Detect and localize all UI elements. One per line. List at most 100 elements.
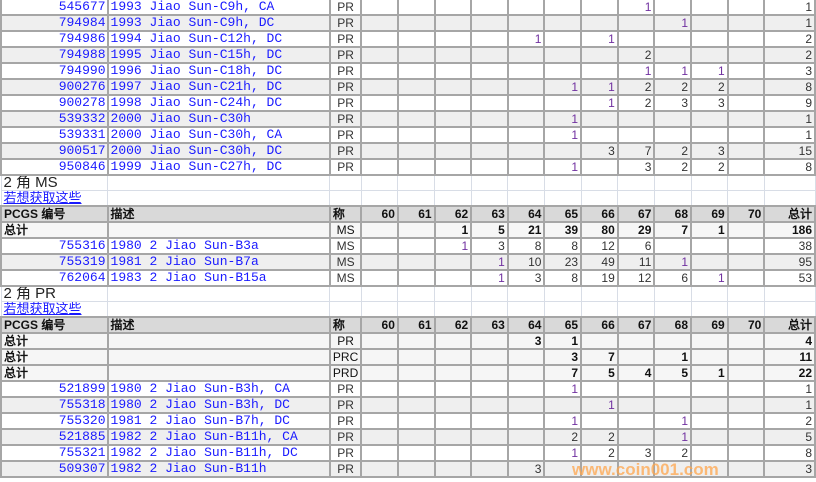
grade-63-count: 1 xyxy=(470,253,509,271)
grade-70-total xyxy=(726,348,766,366)
pcgs-number-link[interactable]: 755321 xyxy=(0,444,109,462)
grade-type: PR xyxy=(328,158,363,176)
empty-cell xyxy=(397,190,436,207)
row-total: 1 xyxy=(763,110,816,128)
description-link[interactable]: 1981 2 Jiao Sun-B7a xyxy=(106,253,331,271)
grade-61-count xyxy=(396,380,436,398)
description-link[interactable]: 1980 2 Jiao Sun-B3h, DC xyxy=(106,396,331,414)
empty-cell xyxy=(360,301,399,318)
header-grade-67: 67 xyxy=(616,205,656,223)
grade-70-total xyxy=(726,332,766,350)
grade-64-count: 10 xyxy=(506,253,546,271)
section-link-row: 若想获取这些 xyxy=(0,301,816,318)
pcgs-number-link[interactable]: 950846 xyxy=(0,158,109,176)
description-link[interactable]: 1996 Jiao Sun-C18h, DC xyxy=(106,62,331,80)
grade-67-count: 2 xyxy=(616,46,656,64)
pcgs-number-link[interactable]: 539331 xyxy=(0,126,109,144)
pcgs-number-link[interactable]: 509307 xyxy=(0,460,109,478)
grade-62-count xyxy=(433,444,473,462)
grade-type: PR xyxy=(328,380,363,398)
grade-65-count xyxy=(543,460,583,478)
pcgs-number-link[interactable]: 539332 xyxy=(0,110,109,128)
empty-cell xyxy=(329,174,362,191)
description-link[interactable]: 1982 2 Jiao Sun-B11h, DC xyxy=(106,444,331,462)
description-link[interactable]: 2000 Jiao Sun-C30h, CA xyxy=(106,126,331,144)
description-link[interactable]: 2000 Jiao Sun-C30h, DC xyxy=(106,142,331,160)
grade-67-count xyxy=(616,126,656,144)
row-total: 1 xyxy=(763,396,816,414)
description-link[interactable]: 1993 Jiao Sun-C9h, CA xyxy=(106,0,331,16)
grade-61-count xyxy=(396,444,436,462)
grade-70-count xyxy=(726,444,766,462)
row-total: 1 xyxy=(763,14,816,32)
pcgs-number-link[interactable]: 900517 xyxy=(0,142,109,160)
grade-66-total: 7 xyxy=(580,348,619,366)
pcgs-number-link[interactable]: 755318 xyxy=(0,396,109,414)
grade-63-count: 1 xyxy=(470,269,509,287)
grade-64-total xyxy=(506,348,546,366)
header-grade-62: 62 xyxy=(433,316,473,334)
description-link[interactable]: 1995 Jiao Sun-C15h, DC xyxy=(106,46,331,64)
grade-type: PR xyxy=(328,94,363,112)
description-link[interactable]: 2000 Jiao Sun-C30h xyxy=(106,110,331,128)
table-row: 794988 1995 Jiao Sun-C15h, DC PR 2 2 xyxy=(0,46,816,64)
grade-69-total xyxy=(690,348,729,366)
pcgs-number-link[interactable]: 755316 xyxy=(0,237,109,255)
pcgs-number-link[interactable]: 762064 xyxy=(0,269,109,287)
grade-type: MS xyxy=(328,221,363,239)
grand-total: 186 xyxy=(763,221,816,239)
grade-63-count xyxy=(470,78,509,96)
empty-cell xyxy=(470,285,509,302)
grade-65-count: 1 xyxy=(543,126,583,144)
header-grade-70: 70 xyxy=(726,316,766,334)
pcgs-number-link[interactable]: 755320 xyxy=(0,412,109,430)
grade-64-count xyxy=(506,46,546,64)
grade-66-count xyxy=(580,46,619,64)
empty-cell xyxy=(106,221,331,239)
grade-64-count xyxy=(506,158,546,176)
grade-62-count xyxy=(433,428,473,446)
grade-type: PR xyxy=(328,110,363,128)
grade-type: PR xyxy=(328,396,363,414)
grade-70-count xyxy=(726,78,766,96)
pcgs-number-link[interactable]: 900276 xyxy=(0,78,109,96)
empty-cell xyxy=(107,174,331,191)
table-row: 950846 1999 Jiao Sun-C27h, DC PR 1 3 2 2 8 xyxy=(0,158,816,176)
get-these-link[interactable]: 若想获取这些 xyxy=(0,190,109,207)
description-link[interactable]: 1983 2 Jiao Sun-B15a xyxy=(106,269,331,287)
description-link[interactable]: 1980 2 Jiao Sun-B3h, CA xyxy=(106,380,331,398)
grade-70-count xyxy=(726,412,766,430)
pcgs-number-link[interactable]: 794988 xyxy=(0,46,109,64)
grade-70-count xyxy=(726,0,766,16)
pcgs-number-link[interactable]: 794990 xyxy=(0,62,109,80)
table-row: 762064 1983 2 Jiao Sun-B15a MS 1 3 8 19 12 6 1 53 xyxy=(0,269,816,287)
description-link[interactable]: 1998 Jiao Sun-C24h, DC xyxy=(106,94,331,112)
pcgs-number-link[interactable]: 521899 xyxy=(0,380,109,398)
description-link[interactable]: 1997 Jiao Sun-C21h, DC xyxy=(106,78,331,96)
get-these-link[interactable]: 若想获取这些 xyxy=(0,301,109,318)
description-link[interactable]: 1981 2 Jiao Sun-B7h, DC xyxy=(106,412,331,430)
grade-62-total xyxy=(433,348,473,366)
row-total: 2 xyxy=(763,412,816,430)
pcgs-number-link[interactable]: 755319 xyxy=(0,253,109,271)
description-link[interactable]: 1982 2 Jiao Sun-B11h xyxy=(106,460,331,478)
row-total: 8 xyxy=(763,444,816,462)
grade-62-count xyxy=(433,110,473,128)
description-link[interactable]: 1994 Jiao Sun-C12h, DC xyxy=(106,30,331,48)
header-grade-69: 69 xyxy=(690,316,729,334)
grade-65-count xyxy=(543,30,583,48)
grade-67-count: 3 xyxy=(616,158,656,176)
grade-69-count xyxy=(690,460,729,478)
pcgs-number-link[interactable]: 545677 xyxy=(0,0,109,16)
description-link[interactable]: 1999 Jiao Sun-C27h, DC xyxy=(106,158,331,176)
pcgs-number-link[interactable]: 521885 xyxy=(0,428,109,446)
pcgs-number-link[interactable]: 794986 xyxy=(0,30,109,48)
pcgs-number-link[interactable]: 900278 xyxy=(0,94,109,112)
description-link[interactable]: 1993 Jiao Sun-C9h, DC xyxy=(106,14,331,32)
description-link[interactable]: 1982 2 Jiao Sun-B11h, CA xyxy=(106,428,331,446)
grade-64-count: 1 xyxy=(506,30,546,48)
pcgs-number-link[interactable]: 794984 xyxy=(0,14,109,32)
description-link[interactable]: 1980 2 Jiao Sun-B3a xyxy=(106,237,331,255)
grade-62-count xyxy=(433,380,473,398)
